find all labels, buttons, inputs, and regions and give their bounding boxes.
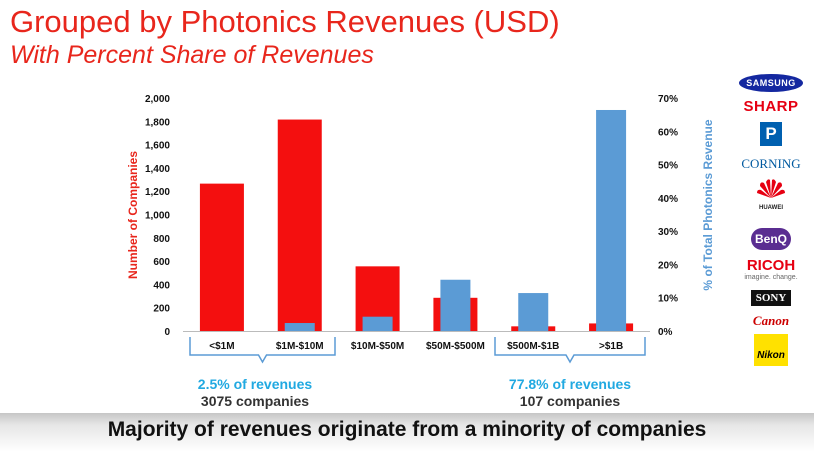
y-right-tick-label: 70% [658, 94, 678, 105]
y-tick-label: 1,800 [145, 117, 170, 128]
bar-revenue-share [284, 323, 315, 331]
samsung-logo: SAMSUNG [728, 74, 814, 92]
huawei-logo: HUAWEI [728, 178, 814, 212]
y-right-tick-label: 10% [658, 294, 678, 305]
sharp-logo: SHARP [743, 98, 799, 115]
sony-logo: SONY [728, 290, 814, 306]
chart-title: Grouped by Photonics Revenues (USD) [10, 4, 560, 39]
ricoh-logo: RICOH imagine. change. [744, 257, 798, 281]
y-axis-label: Number of Companies [126, 151, 140, 279]
callout-right-companies: 107 companies [519, 393, 621, 409]
y-right-axis-label: % of Total Photonics Revenue [701, 119, 715, 290]
callout-right: 77.8% of revenues 107 companies [485, 376, 655, 410]
callout-right-percent: 77.8% of revenues [508, 376, 632, 392]
y-tick-label: 1,000 [145, 211, 170, 222]
y-tick-label: 600 [153, 257, 170, 268]
y-tick-label: 1,400 [145, 164, 170, 175]
y-right-tick-label: 60% [658, 127, 678, 138]
x-tick-label: >$1B [599, 341, 623, 352]
bar-chart: 0 200 400 600 800 1,000 1,200 1,400 1,600 1,800 2,… [126, 94, 715, 364]
benq-logo: BenQ [728, 228, 814, 250]
corning-logo: CORNING [741, 156, 801, 171]
bar-revenue-share [518, 293, 549, 331]
x-tick-label: $1M-$10M [276, 341, 324, 352]
y-right-tick-label: 50% [658, 161, 678, 172]
nikon-logo: Nikon [728, 334, 814, 366]
y-tick-label: 1,200 [145, 187, 170, 198]
footer-banner: Majority of revenues originate from a mi… [0, 413, 814, 452]
y-tick-label: 800 [153, 234, 170, 245]
y-tick-label: 200 [153, 304, 170, 315]
x-tick-label: $10M-$50M [351, 341, 404, 352]
y-tick-label: 1,600 [145, 141, 170, 152]
chart-subtitle: With Percent Share of Revenues [10, 41, 374, 69]
y-right-tick-label: 20% [658, 260, 678, 271]
y-tick-label: 400 [153, 280, 170, 291]
bar-companies [277, 119, 322, 332]
company-logos: SAMSUNG SHARP P CORNING HUAWEI BenQ RICO… [728, 70, 814, 400]
y-tick-label: 2,000 [145, 94, 170, 105]
bracket-right [494, 337, 646, 364]
bar-revenue-share [440, 279, 471, 331]
x-tick-label: $500M-$1B [507, 341, 559, 352]
pioneer-logo: P [728, 122, 814, 146]
bar-revenue-share [362, 316, 393, 331]
callout-left-percent: 2.5% of revenues [197, 376, 313, 392]
bar-revenue-share [596, 109, 627, 332]
callout-left-companies: 3075 companies [200, 393, 310, 409]
y-right-tick-label: 0% [658, 327, 673, 338]
y-tick-label: 0 [164, 327, 170, 338]
canon-logo: Canon [752, 313, 790, 328]
y-right-tick-label: 40% [658, 194, 678, 205]
callout-left: 2.5% of revenues 3075 companies [170, 376, 340, 410]
bar-companies [199, 183, 244, 331]
footer-text: Majority of revenues originate from a mi… [107, 418, 707, 441]
x-tick-label: <$1M [209, 341, 234, 352]
bracket-left [189, 337, 336, 364]
y-right-tick-label: 30% [658, 227, 678, 238]
x-tick-label: $50M-$500M [426, 341, 485, 352]
huawei-flower-icon [757, 179, 785, 198]
